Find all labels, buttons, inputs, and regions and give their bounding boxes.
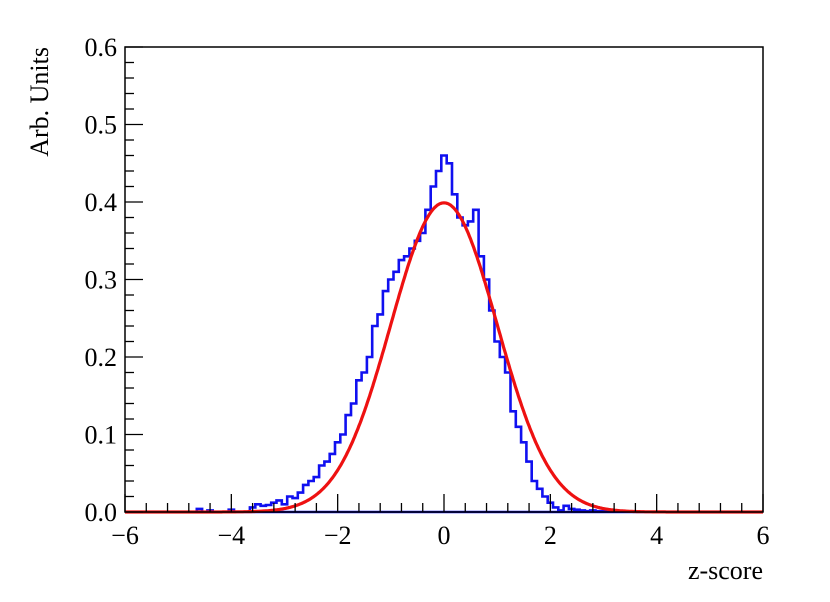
- histogram-series: [125, 154, 763, 514]
- y-tick-label: 0.6: [85, 33, 118, 62]
- x-tick-label: 0: [438, 521, 451, 550]
- y-tick-label: 0.5: [85, 111, 118, 140]
- y-axis-title: Arb. Units: [25, 47, 54, 157]
- x-tick-label: 6: [757, 521, 770, 550]
- gaussian-curve: [125, 201, 763, 514]
- y-axis: 0.0 0.1 0.2 0.3 0.4 0.5 0.6: [85, 33, 143, 527]
- x-axis: −6 −4 −2 0 2 4 6: [111, 494, 770, 550]
- plot-frame: [124, 46, 764, 513]
- x-tick-label: −6: [111, 521, 139, 550]
- y-tick-label: 0.3: [85, 266, 118, 295]
- y-tick-label: 0.2: [85, 343, 118, 372]
- y-tick-label: 0.1: [85, 421, 118, 450]
- x-axis-title: z-score: [688, 556, 763, 585]
- x-tick-label: 2: [544, 521, 557, 550]
- x-tick-label: −2: [324, 521, 352, 550]
- y-tick-label: 0.0: [85, 498, 118, 527]
- x-tick-label: −4: [217, 521, 245, 550]
- gaussian-fit-series: [125, 201, 763, 514]
- x-tick-label: 4: [650, 521, 663, 550]
- y-tick-label: 0.4: [85, 188, 118, 217]
